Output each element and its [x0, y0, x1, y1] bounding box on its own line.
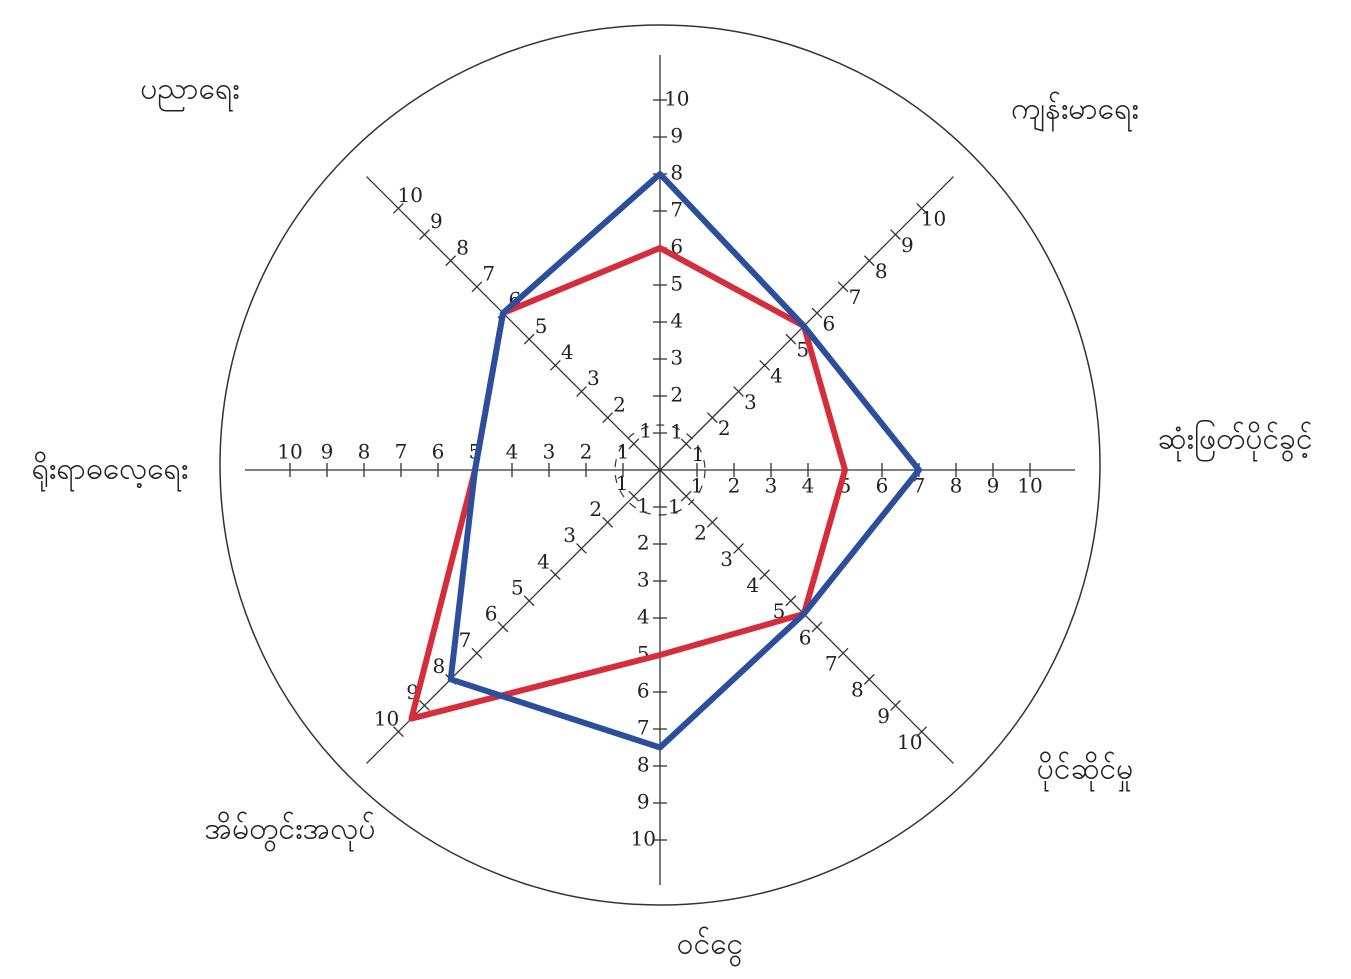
category-label: ဆုံးဖြတ်ပိုင်ခွင့် — [1157, 420, 1312, 463]
tick-label: 6 — [799, 625, 812, 649]
tick-label: 9 — [670, 124, 683, 148]
tick-label: 10 — [398, 183, 423, 207]
tick-label: 5 — [670, 272, 683, 296]
tick-label: 10 — [897, 730, 922, 754]
tick-label: 2 — [670, 383, 683, 407]
tick-label: 3 — [744, 390, 757, 414]
tick-label: 10 — [374, 706, 399, 730]
tick-label: 9 — [637, 790, 650, 814]
tick-label: 4 — [561, 340, 574, 364]
tick-label: 3 — [765, 473, 778, 497]
tick-label: 9 — [987, 473, 1000, 497]
tick-label: 9 — [877, 704, 890, 728]
tick-label: 3 — [720, 547, 733, 571]
tick-label: 9 — [321, 440, 334, 464]
category-label: ပညာရေး — [140, 72, 240, 113]
tick-label: 7 — [459, 628, 472, 652]
tick-label: 8 — [456, 235, 469, 259]
tick-label: 9 — [430, 209, 443, 233]
tick-label: 4 — [802, 473, 815, 497]
tick-label: 1 — [691, 473, 704, 497]
tick-label: 2 — [613, 392, 626, 416]
tick-label: 6 — [876, 473, 889, 497]
axis-line — [367, 177, 660, 470]
tick-label: 2 — [580, 440, 593, 464]
tick-label: 1 — [668, 495, 681, 519]
tick-label: 4 — [537, 549, 550, 573]
tick-label: 7 — [482, 261, 495, 285]
tick-label: 2 — [637, 531, 650, 555]
tick-label: 5 — [535, 314, 548, 338]
tick-label: 7 — [670, 198, 683, 222]
category-label: ဝင်ငွေ — [677, 927, 743, 968]
tick-label: 4 — [746, 573, 759, 597]
tick-label: 2 — [728, 473, 741, 497]
category-label: အိမ်တွင်းအလုပ် — [205, 812, 376, 853]
tick-label: 7 — [637, 716, 650, 740]
tick-label: 8 — [432, 654, 445, 678]
tick-label: 1 — [639, 418, 652, 442]
tick-label: 4 — [770, 364, 783, 388]
category-label: ကျန်းမာရေး — [1011, 92, 1139, 133]
tick-label: 3 — [637, 568, 650, 592]
tick-label: 3 — [587, 366, 600, 390]
chart: 1234567891012345678910ကျန်းမာရေး12345678… — [0, 0, 1351, 979]
tick-label: 2 — [718, 416, 731, 440]
tick-label: 10 — [921, 207, 946, 231]
tick-label: 8 — [670, 161, 683, 185]
tick-label: 8 — [950, 473, 963, 497]
tick-label: 8 — [358, 440, 371, 464]
tick-label: 1 — [616, 471, 629, 495]
tick-label: 8 — [875, 259, 888, 283]
tick-label: 1 — [692, 442, 705, 466]
tick-label: 7 — [395, 440, 408, 464]
axis-line — [660, 470, 953, 763]
tick-label: 3 — [543, 440, 556, 464]
tick-label: 8 — [637, 753, 650, 777]
tick-label: 6 — [822, 311, 835, 335]
tick-label: 10 — [277, 440, 302, 464]
tick-label: 10 — [630, 827, 655, 851]
tick-label: 9 — [901, 233, 914, 257]
tick-label: 6 — [485, 602, 498, 626]
tick-label: 2 — [694, 521, 707, 545]
tick-label: 8 — [851, 678, 864, 702]
tick-label: 1 — [637, 494, 650, 518]
tick-label: 1 — [617, 440, 630, 464]
category-label: ရိုးရာဓလေ့ရေး — [32, 452, 189, 493]
tick-label: 6 — [432, 440, 445, 464]
tick-label: 7 — [825, 652, 838, 676]
tick-label: 1 — [670, 420, 683, 444]
tick-label: 10 — [664, 87, 689, 111]
tick-label: 2 — [589, 497, 602, 521]
tick-label: 4 — [506, 440, 519, 464]
tick-label: 4 — [670, 309, 683, 333]
tick-label: 6 — [637, 679, 650, 703]
tick-label: 4 — [637, 605, 650, 629]
tick-label: 5 — [511, 575, 524, 599]
tick-label: 10 — [1017, 473, 1042, 497]
tick-label: 3 — [563, 523, 576, 547]
tick-label: 7 — [849, 285, 862, 309]
tick-label: 3 — [670, 346, 683, 370]
category-label: ပိုင်ဆိုင်မှု — [1037, 752, 1134, 793]
